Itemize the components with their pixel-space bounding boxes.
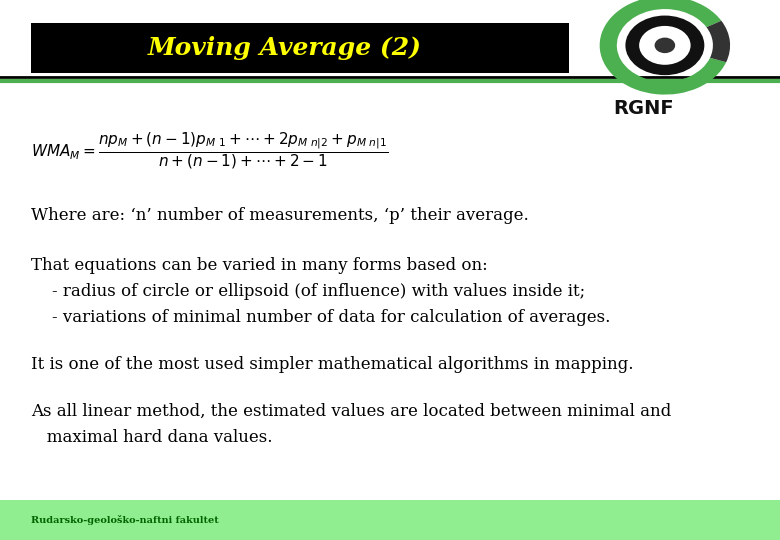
Circle shape xyxy=(626,16,704,75)
Text: - variations of minimal number of data for calculation of averages.: - variations of minimal number of data f… xyxy=(31,309,611,326)
Circle shape xyxy=(639,26,690,65)
Wedge shape xyxy=(707,21,730,62)
Text: Moving Average (2): Moving Average (2) xyxy=(147,36,422,59)
Text: maximal hard dana values.: maximal hard dana values. xyxy=(31,429,273,446)
Circle shape xyxy=(654,38,675,53)
Text: - radius of circle or ellipsoid (of influence) with values inside it;: - radius of circle or ellipsoid (of infl… xyxy=(31,283,585,300)
FancyBboxPatch shape xyxy=(31,23,569,73)
FancyBboxPatch shape xyxy=(0,500,780,540)
Text: That equations can be varied in many forms based on:: That equations can be varied in many for… xyxy=(31,257,488,274)
Text: Where are: ‘n’ number of measurements, ‘p’ their average.: Where are: ‘n’ number of measurements, ‘… xyxy=(31,207,529,225)
Text: It is one of the most used simpler mathematical algorithms in mapping.: It is one of the most used simpler mathe… xyxy=(31,356,633,373)
Text: RGNF: RGNF xyxy=(613,99,674,118)
Text: $WMA_M = \dfrac{np_M + (n-1)p_{M\ 1} + \cdots + 2p_{M\ n|2} + p_{M\ n|1}}{n + (n: $WMA_M = \dfrac{np_M + (n-1)p_{M\ 1} + \… xyxy=(31,131,388,171)
Text: As all linear method, the estimated values are located between minimal and: As all linear method, the estimated valu… xyxy=(31,403,672,420)
Text: Rudarsko-geološko-naftni fakultet: Rudarsko-geološko-naftni fakultet xyxy=(31,515,219,525)
Wedge shape xyxy=(600,0,726,94)
